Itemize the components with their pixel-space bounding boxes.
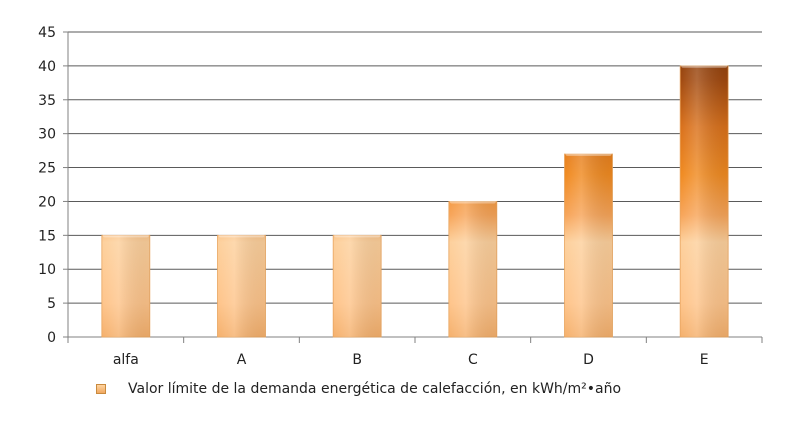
bar-alfa (101, 233, 151, 338)
x-tick-label: E (700, 352, 709, 368)
legend-swatch (96, 384, 106, 394)
gridlines (68, 31, 762, 304)
x-tick-label: D (583, 352, 594, 368)
bar-shine (680, 65, 729, 337)
x-tick-label: A (237, 352, 247, 368)
y-tick-label: 25 (38, 161, 56, 177)
bar-C (448, 199, 498, 338)
bar-shine (101, 235, 150, 337)
y-tick-label: 0 (47, 330, 56, 346)
bar-shine (217, 235, 266, 337)
x-tick-label: alfa (113, 352, 139, 368)
bar-D (564, 152, 613, 338)
bar-cap (565, 152, 612, 156)
y-tick-labels: 0 5 10 15 20 25 30 35 40 45 (38, 25, 56, 346)
legend: Valor límite de la demanda energética de… (96, 381, 621, 397)
y-tick-label: 40 (38, 59, 56, 75)
bars (101, 63, 729, 338)
bar-shine (448, 201, 497, 337)
y-tick-label: 45 (38, 25, 56, 41)
bar-B (332, 233, 382, 338)
bar-cap (681, 63, 728, 68)
bar-cap (102, 233, 149, 238)
y-tick-label: 5 (47, 296, 56, 312)
axes (63, 31, 763, 343)
bar-shine (564, 154, 613, 337)
legend-label: Valor límite de la demanda energética de… (128, 381, 622, 397)
y-tick-label: 15 (38, 228, 56, 244)
x-tick-label: B (352, 352, 362, 368)
x-tick-label: C (468, 352, 478, 368)
bar-cap (218, 233, 265, 238)
bar-E (679, 63, 729, 338)
y-tick-label: 30 (38, 127, 56, 143)
y-tick-label: 10 (38, 262, 56, 278)
bar-cap (449, 199, 496, 204)
y-tick-label: 20 (38, 194, 56, 210)
y-tick-label: 35 (38, 93, 56, 109)
bar-cap (334, 233, 381, 238)
x-tick-labels: alfa A B C D E (113, 352, 709, 368)
bar-A (217, 233, 266, 338)
bar-shine (333, 235, 382, 337)
